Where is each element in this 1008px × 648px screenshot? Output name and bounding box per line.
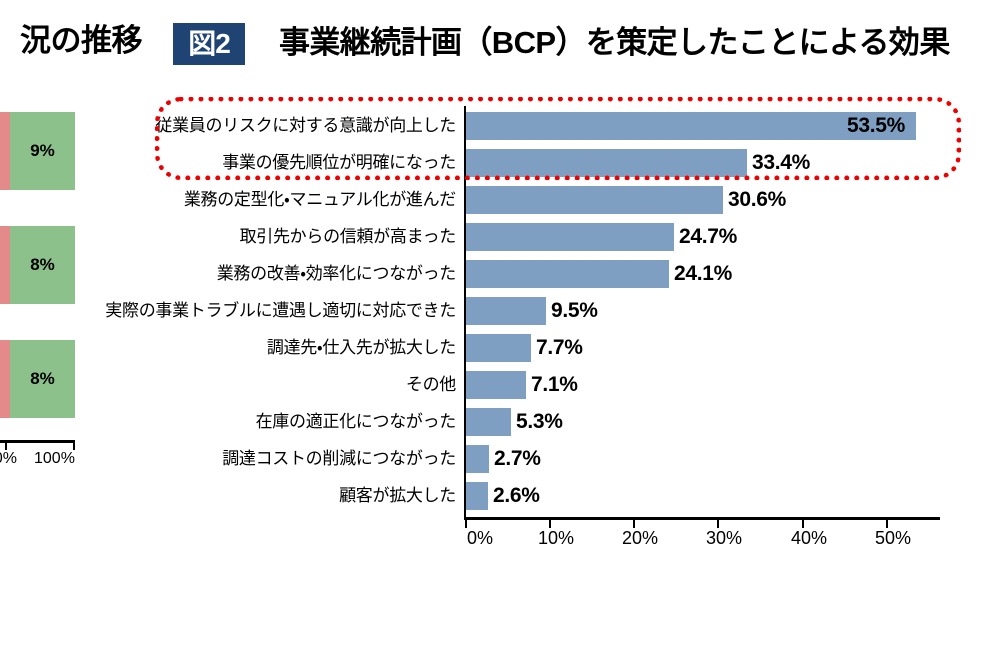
x-axis-tick: [549, 520, 551, 528]
bar-row[interactable]: 調達先・仕入先が拡大した 7.7%: [0, 330, 1008, 366]
stacked-segment-label: 8%: [30, 369, 55, 388]
stacked-segment-left: [0, 340, 10, 418]
stacked-segment-label: 8%: [30, 255, 55, 274]
bar-value-label: 24.1%: [674, 262, 733, 285]
bar-category-label: 調達先・仕入先が拡大した: [266, 338, 456, 357]
bar-rect: [466, 297, 546, 325]
bar-value-label: 24.7%: [679, 225, 738, 248]
bar-category-label: その他: [405, 375, 456, 394]
x-axis-tick: [802, 520, 804, 528]
bar-rect: [466, 186, 723, 214]
adjacent-chart-tick: [73, 443, 75, 450]
bar-rect: [466, 445, 489, 473]
adjacent-chart-tick-label: 90%: [0, 450, 18, 467]
bar-category-label: 取引先からの信頼が高まった: [239, 227, 457, 246]
bar-category-label: 在庫の適正化につながった: [255, 412, 457, 431]
bar-row[interactable]: 従業員のリスクに対する意識が向上した 53.5%: [0, 108, 1008, 144]
adjacent-stacked-chart-fragment: 9% 8% 8% 90% 100%: [0, 92, 130, 492]
bar-row[interactable]: その他 7.1%: [0, 367, 1008, 403]
bar-rect: [466, 112, 916, 140]
chart-y-axis: [464, 106, 466, 518]
bar-value-label: 30.6%: [728, 188, 787, 211]
bar-row[interactable]: 実際の事業トラブルに遭遇し適切に対応できた 9.5%: [0, 293, 1008, 329]
stacked-segment-left: [0, 112, 10, 190]
bar-value-label: 9.5%: [551, 299, 598, 322]
bar-category-label: 事業の優先順位が明確になった: [222, 153, 456, 172]
bar-row[interactable]: 在庫の適正化につながった 5.3%: [0, 404, 1008, 440]
bar-rect: [466, 223, 674, 251]
x-axis-tick: [886, 520, 888, 528]
bar-rect: [466, 371, 526, 399]
page-header: 況の推移 図2 事業継続計画（BCP）を策定したことによる効果: [0, 0, 1008, 92]
x-axis-tick: [717, 520, 719, 528]
x-axis-tick-label: 10%: [537, 528, 575, 548]
stacked-segment-left: [0, 226, 10, 304]
bar-row[interactable]: 取引先からの信頼が高まった 24.7%: [0, 219, 1008, 255]
stacked-bar-row: 8%: [0, 340, 75, 418]
stacked-bar-row: 8%: [0, 226, 75, 304]
bar-category-label: 顧客が拡大した: [339, 486, 456, 505]
x-axis-tick-label: 40%: [790, 528, 828, 548]
bar-value-label: 5.3%: [516, 410, 563, 433]
stacked-segment-label: 9%: [30, 141, 55, 160]
bar-value-label: 53.5%: [847, 114, 906, 137]
figure-number-badge: 図2: [173, 23, 245, 65]
bar-category-label: 業務の定型化・マニュアル化が進んだ: [183, 190, 456, 209]
x-axis-tick-label: 0%: [466, 528, 494, 548]
x-axis-tick: [633, 520, 635, 528]
bar-rect: [466, 408, 511, 436]
bar-value-label: 33.4%: [752, 151, 811, 174]
adjacent-chart-x-axis: [0, 440, 75, 443]
stacked-bar-row: 9%: [0, 112, 75, 190]
adjacent-chart-tick-label: 100%: [34, 450, 75, 467]
x-axis-tick-label: 50%: [874, 528, 912, 548]
bar-rect: [466, 149, 747, 177]
bar-rect: [466, 334, 531, 362]
bar-row[interactable]: 事業の優先順位が明確になった 33.4%: [0, 145, 1008, 181]
bar-category-label: 実際の事業トラブルに遭遇し適切に対応できた: [105, 301, 456, 320]
bar-value-label: 7.1%: [531, 373, 578, 396]
stacked-segment-right: [10, 340, 75, 418]
bar-value-label: 7.7%: [536, 336, 583, 359]
chart-x-axis: [464, 517, 940, 520]
adjacent-chart-tick: [5, 443, 7, 450]
bar-rect: [466, 260, 669, 288]
x-axis-tick-label: 30%: [705, 528, 743, 548]
bar-value-label: 2.6%: [493, 484, 540, 507]
bar-rect: [466, 482, 488, 510]
stacked-segment-right: [10, 226, 75, 304]
bar-row[interactable]: 業務の改善・効率化につながった 24.1%: [0, 256, 1008, 292]
bar-row[interactable]: 調達コストの削減につながった 2.7%: [0, 441, 1008, 477]
bar-value-label: 2.7%: [494, 447, 541, 470]
bar-category-label: 業務の改善・効率化につながった: [216, 264, 457, 283]
x-axis-tick: [465, 520, 467, 528]
x-axis-tick-label: 20%: [621, 528, 659, 548]
previous-figure-title-fragment: 況の推移: [20, 23, 143, 58]
bar-row[interactable]: 顧客が拡大した 2.6%: [0, 478, 1008, 514]
bar-category-label: 調達コストの削減につながった: [222, 449, 456, 468]
bar-category-label: 従業員のリスクに対する意識が向上した: [155, 116, 456, 135]
stacked-segment-right: [10, 112, 75, 190]
figure-title: 事業継続計画（BCP）を策定したことによる効果: [279, 25, 950, 60]
bar-row[interactable]: 業務の定型化・マニュアル化が進んだ 30.6%: [0, 182, 1008, 218]
